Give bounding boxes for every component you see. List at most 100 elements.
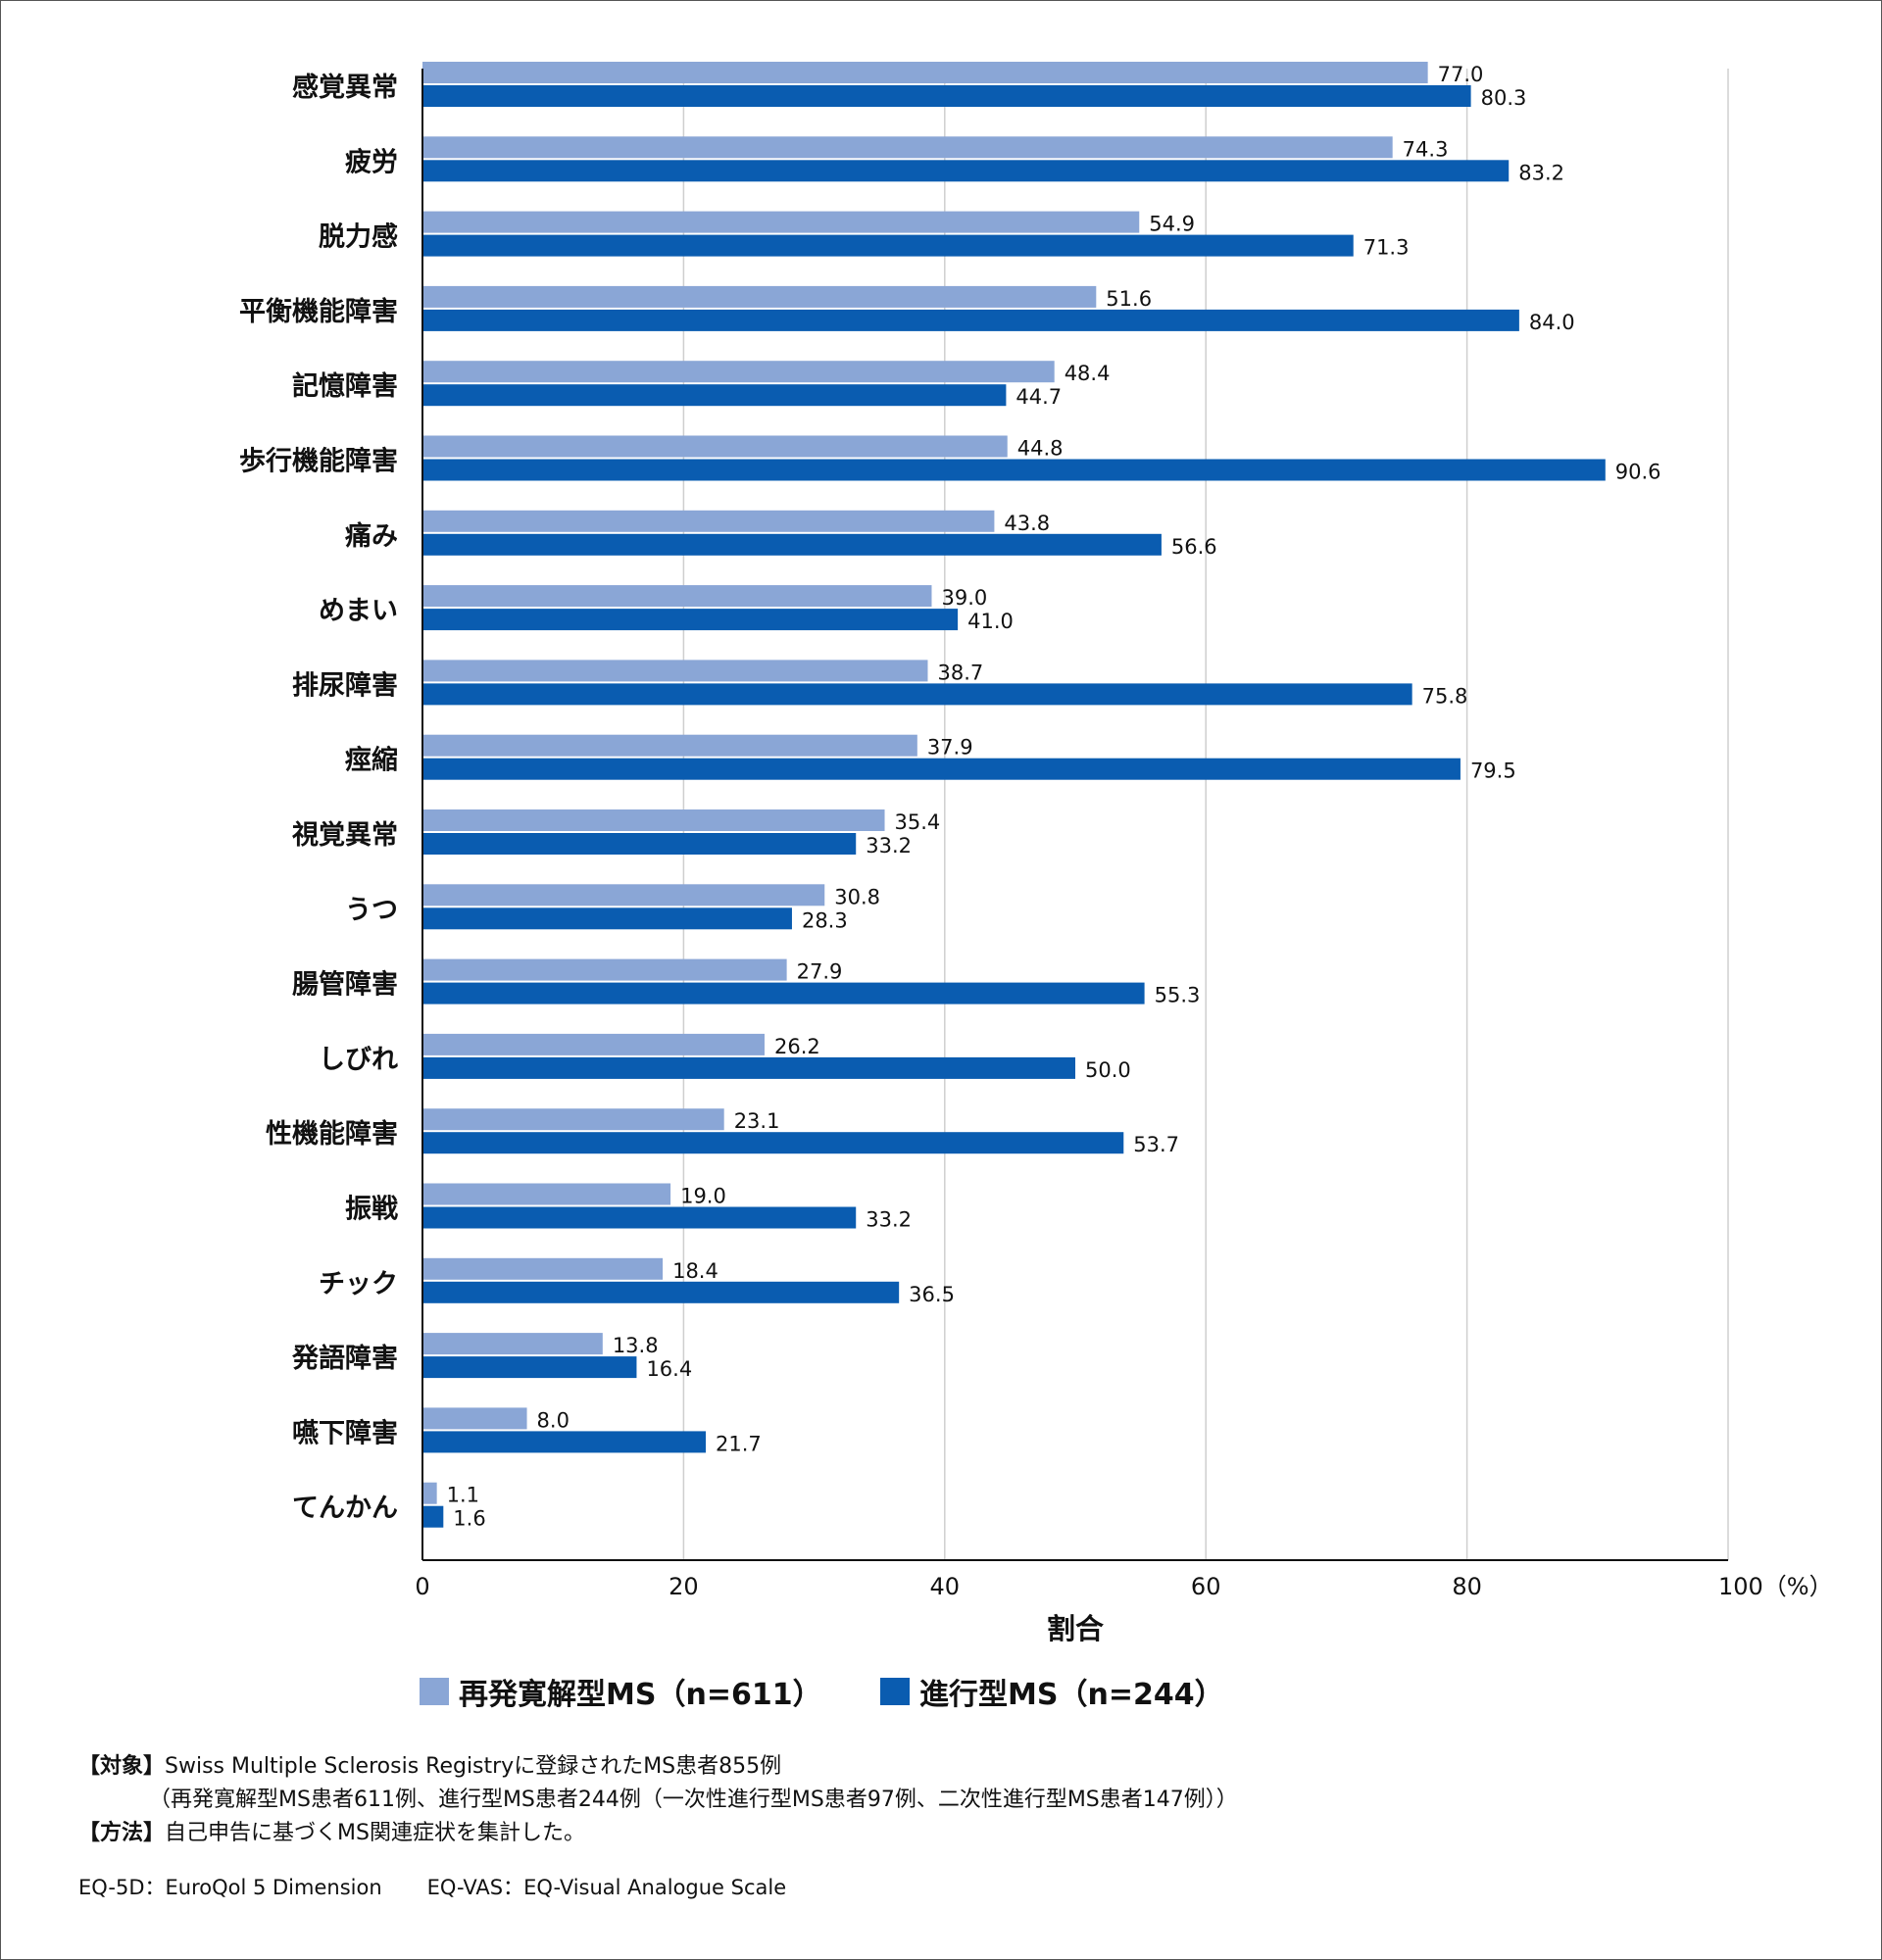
value-label-progressive: 90.6 xyxy=(1615,461,1661,484)
category-label: 視覚異常 xyxy=(292,820,398,851)
value-label-progressive: 75.8 xyxy=(1422,684,1468,708)
bar-progressive xyxy=(422,833,857,855)
bar-progressive xyxy=(422,1505,444,1528)
value-label-progressive: 36.5 xyxy=(909,1283,955,1306)
category-label: 脱力感 xyxy=(319,221,398,253)
abbrev-eq5d: EQ-5D：EuroQol 5 Dimension xyxy=(78,1876,382,1899)
abbreviations: EQ-5D：EuroQol 5 Dimension EQ-VAS：EQ-Visu… xyxy=(78,1872,786,1901)
abbrev-eqvas: EQ-VAS：EQ-Visual Analogue Scale xyxy=(426,1876,787,1899)
legend-item-relapsing: 再発寛解型MS（n=611） xyxy=(420,1672,822,1712)
bar-progressive xyxy=(422,609,959,631)
category-label: 発語障害 xyxy=(291,1343,398,1374)
category-label: 振戦 xyxy=(345,1195,398,1225)
bar-relapsing xyxy=(422,435,1008,458)
bar-relapsing xyxy=(422,809,885,831)
x-tick-label: 100（%） xyxy=(1718,1573,1833,1600)
value-label-relapsing: 35.4 xyxy=(895,810,941,834)
category-label: 歩行機能障害 xyxy=(239,446,398,477)
bar-relapsing xyxy=(422,660,928,682)
value-label-relapsing: 18.4 xyxy=(672,1259,718,1283)
bar-relapsing xyxy=(422,1108,724,1131)
bar-progressive xyxy=(422,160,1510,182)
value-label-relapsing: 30.8 xyxy=(834,885,880,908)
bar-relapsing xyxy=(422,734,917,757)
value-label-relapsing: 51.6 xyxy=(1106,287,1152,311)
legend-item-progressive: 進行型MS（n=244） xyxy=(880,1672,1224,1712)
bar-progressive xyxy=(422,907,792,930)
note-target-label: 【対象】 xyxy=(78,1754,166,1779)
value-label-relapsing: 39.0 xyxy=(941,586,987,610)
category-label: てんかん xyxy=(292,1494,398,1524)
value-label-progressive: 16.4 xyxy=(646,1357,692,1381)
value-label-progressive: 1.6 xyxy=(453,1507,485,1531)
bar-relapsing xyxy=(422,1257,664,1280)
bar-progressive xyxy=(422,459,1606,481)
category-label: 痙縮 xyxy=(345,745,398,776)
bar-progressive xyxy=(422,683,1412,706)
category-label: 排尿障害 xyxy=(292,669,398,701)
note-target-detail: （再発寛解型MS患者611例、進行型MS患者244例（一次性進行型MS患者97例… xyxy=(149,1788,1238,1812)
bar-relapsing xyxy=(422,958,787,981)
bar-relapsing xyxy=(422,1407,527,1430)
value-label-progressive: 41.0 xyxy=(967,610,1014,633)
value-label-progressive: 56.6 xyxy=(1171,535,1217,559)
legend: 再発寛解型MS（n=611） 進行型MS（n=244） xyxy=(0,1672,1882,1712)
value-label-relapsing: 8.0 xyxy=(537,1408,570,1432)
value-label-relapsing: 54.9 xyxy=(1149,213,1195,236)
value-label-relapsing: 37.9 xyxy=(927,736,973,760)
bar-relapsing xyxy=(422,1333,603,1355)
note-target: 【対象】Swiss Multiple Sclerosis Registryに登録… xyxy=(78,1750,1823,1784)
legend-label-progressive: 進行型MS（n=244） xyxy=(919,1678,1224,1712)
value-label-relapsing: 77.0 xyxy=(1438,63,1484,86)
category-label: 疲労 xyxy=(345,146,398,177)
value-label-relapsing: 26.2 xyxy=(774,1035,820,1058)
category-label: 記憶障害 xyxy=(292,370,398,402)
bar-relapsing xyxy=(422,62,1428,83)
bar-progressive xyxy=(422,533,1162,556)
legend-swatch-progressive xyxy=(880,1678,910,1705)
x-tick-label: 60 xyxy=(1191,1573,1221,1600)
category-label: 感覚異常 xyxy=(292,72,398,103)
value-label-progressive: 33.2 xyxy=(866,1208,912,1232)
bar-progressive xyxy=(422,234,1354,257)
value-label-relapsing: 19.0 xyxy=(680,1185,726,1208)
note-target-text: Swiss Multiple Sclerosis Registryに登録されたM… xyxy=(165,1754,782,1779)
value-label-relapsing: 74.3 xyxy=(1403,137,1449,161)
bar-progressive xyxy=(422,85,1471,107)
category-label: 性機能障害 xyxy=(266,1118,398,1150)
bar-relapsing xyxy=(422,361,1055,383)
value-label-progressive: 83.2 xyxy=(1518,161,1564,184)
bar-relapsing xyxy=(422,285,1097,308)
value-label-progressive: 53.7 xyxy=(1133,1133,1179,1156)
x-tick-label: 20 xyxy=(669,1573,699,1600)
value-label-relapsing: 43.8 xyxy=(1004,512,1050,535)
note-method-label: 【方法】 xyxy=(78,1821,166,1845)
bar-progressive xyxy=(422,384,1007,407)
x-tick-label: 40 xyxy=(930,1573,961,1600)
value-label-progressive: 71.3 xyxy=(1363,236,1410,260)
category-label: 痛み xyxy=(345,520,398,552)
bar-relapsing xyxy=(422,1482,437,1504)
legend-swatch-relapsing xyxy=(420,1678,449,1705)
value-label-progressive: 28.3 xyxy=(802,908,848,932)
value-label-relapsing: 1.1 xyxy=(447,1484,479,1507)
category-label: 平衡機能障害 xyxy=(239,296,398,327)
legend-label-relapsing: 再発寛解型MS（n=611） xyxy=(459,1678,822,1712)
bar-relapsing xyxy=(422,884,825,906)
value-label-relapsing: 13.8 xyxy=(613,1334,659,1357)
bar-relapsing xyxy=(422,1183,671,1205)
value-label-progressive: 44.7 xyxy=(1015,385,1062,409)
value-label-relapsing: 48.4 xyxy=(1065,362,1111,385)
category-label: 腸管障害 xyxy=(292,969,398,1001)
bar-progressive xyxy=(422,758,1461,780)
value-label-relapsing: 38.7 xyxy=(937,661,983,684)
category-label: チック xyxy=(319,1269,398,1299)
value-label-progressive: 79.5 xyxy=(1470,760,1516,783)
bar-progressive xyxy=(422,1132,1124,1154)
bar-chart: 感覚異常 77.080.3 疲労 74.3 83.2 脱力感 54.9 71.3 平衡機能障害 5… xyxy=(239,62,1833,1645)
category-label: 嚥下障害 xyxy=(292,1417,398,1448)
bar-progressive xyxy=(422,1431,707,1453)
bar-relapsing xyxy=(422,211,1140,233)
value-label-progressive: 21.7 xyxy=(716,1432,762,1455)
value-label-progressive: 80.3 xyxy=(1481,86,1527,110)
